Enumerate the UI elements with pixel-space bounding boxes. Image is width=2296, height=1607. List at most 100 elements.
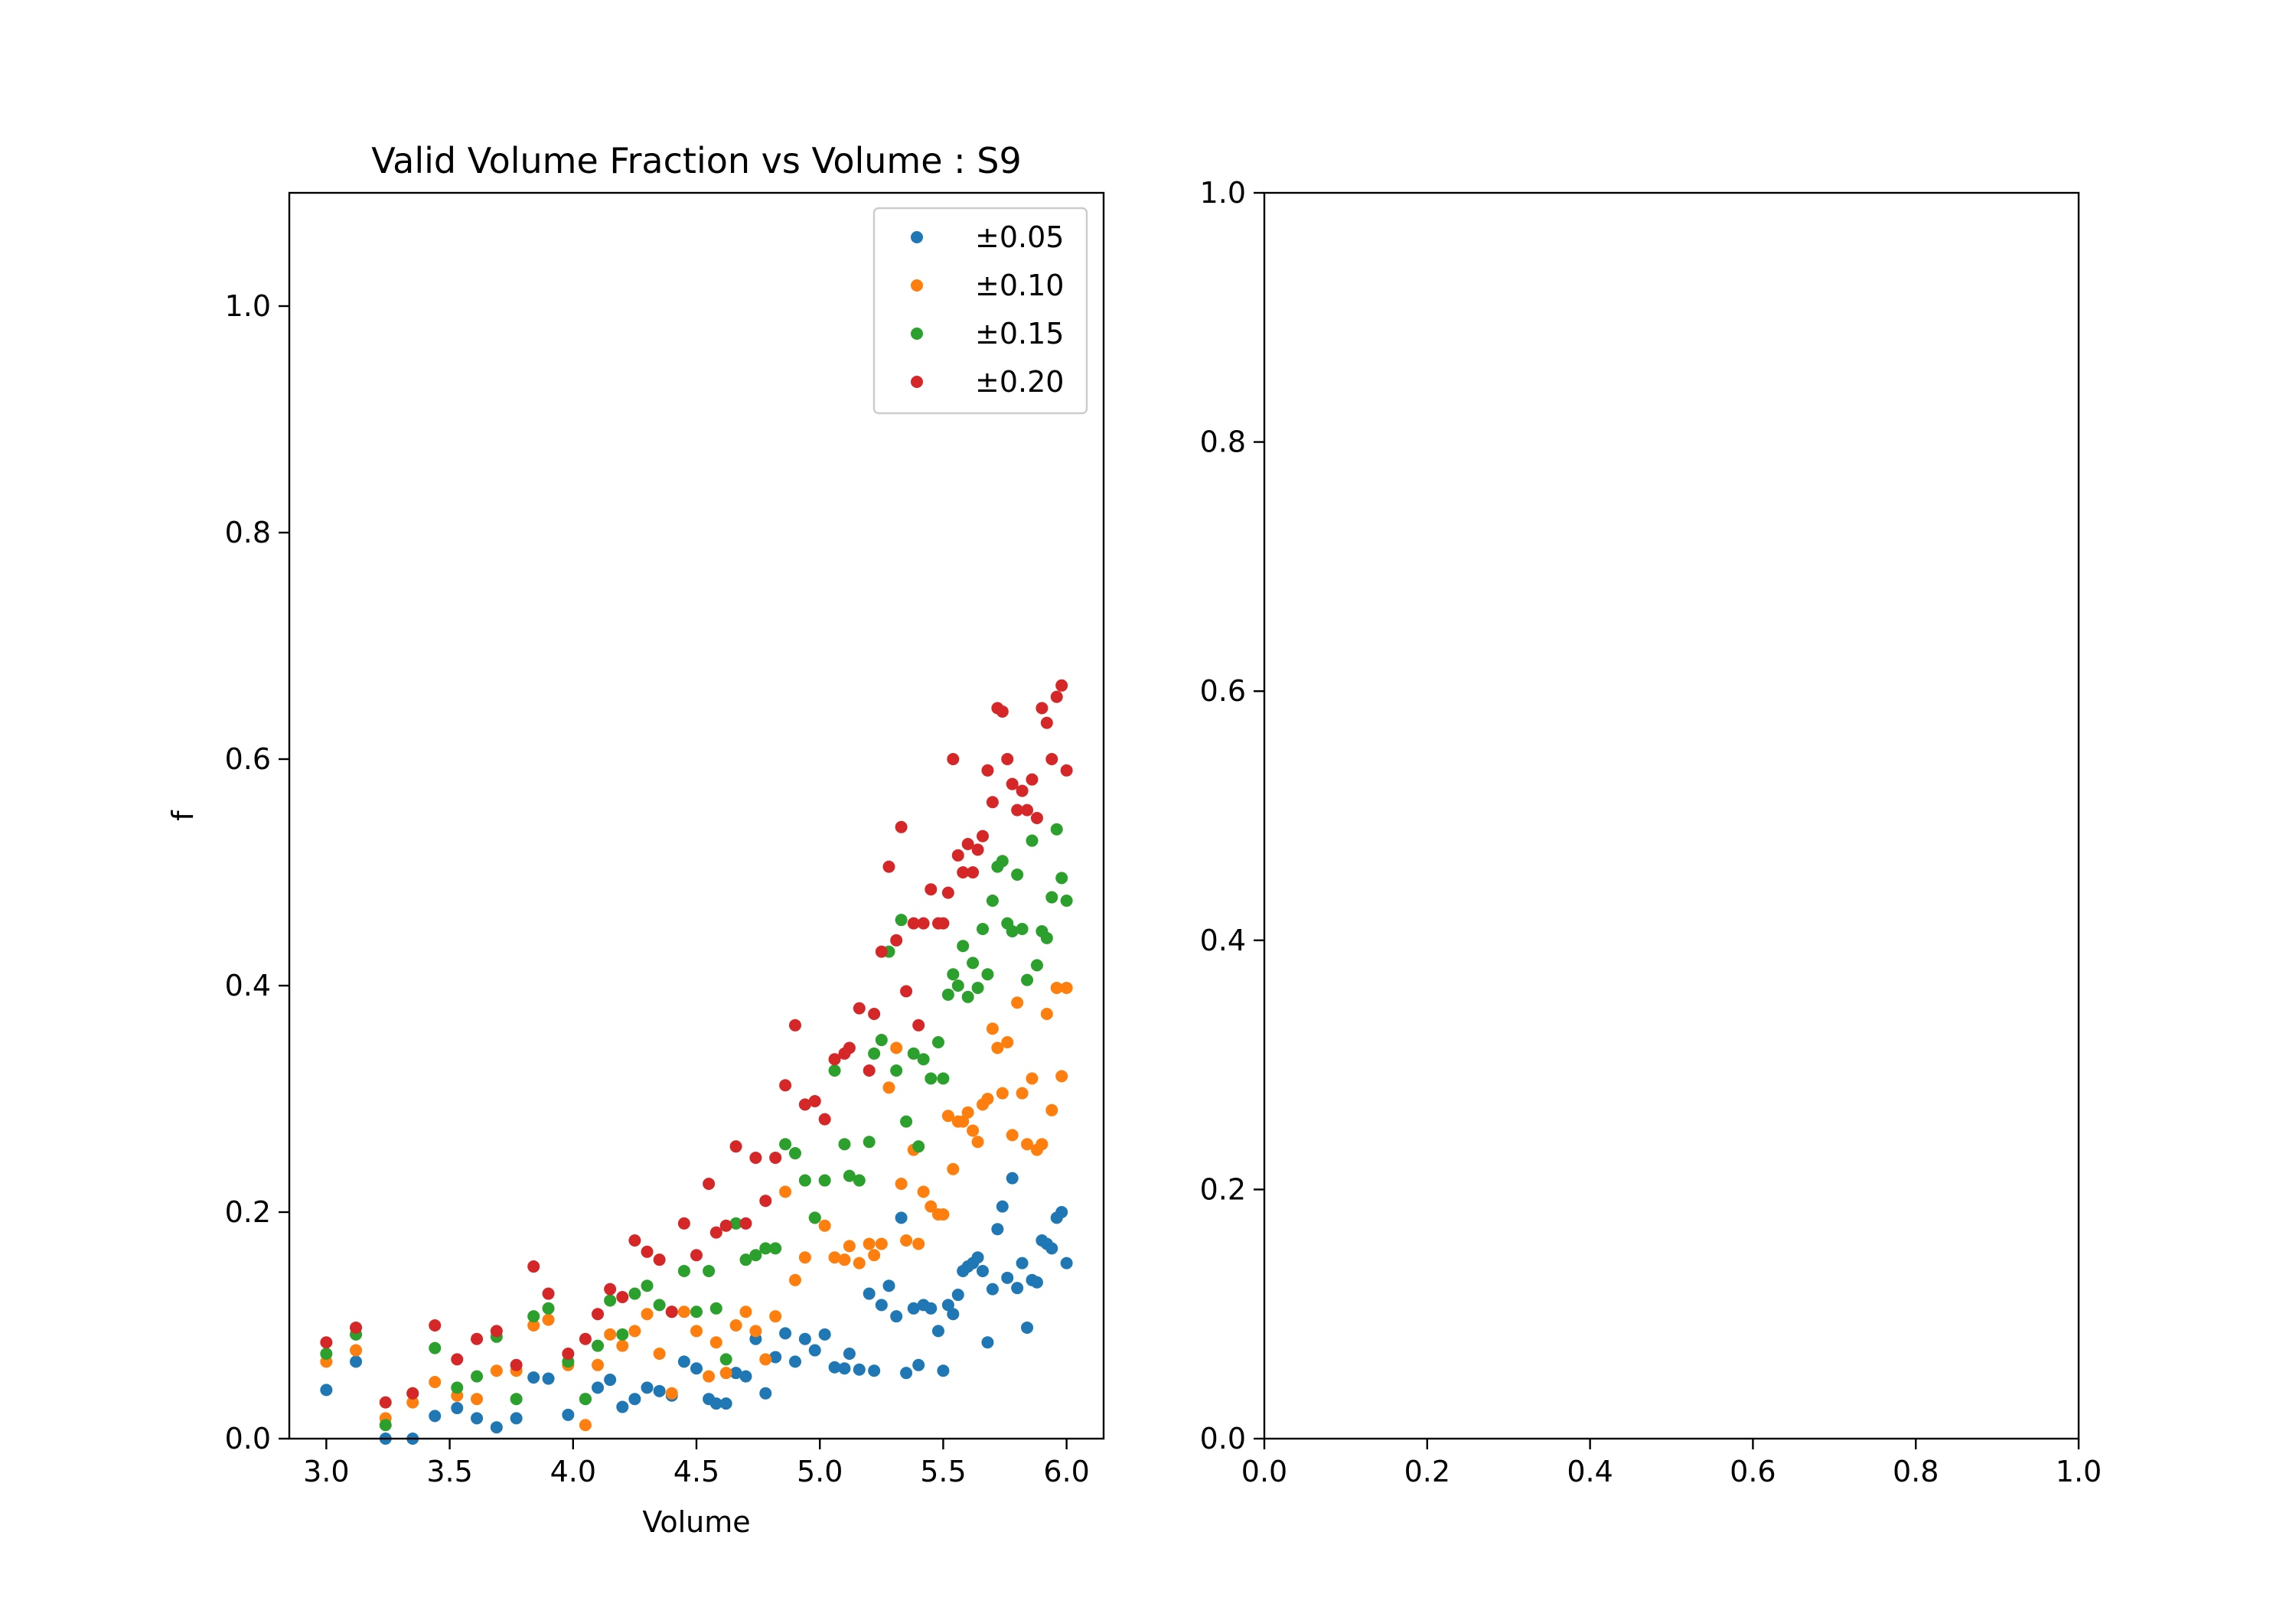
data-point	[917, 1053, 930, 1066]
x-axis-ticks-right: 0.0 0.2 0.4 0.6 0.8 1.0	[1241, 1439, 2102, 1488]
data-point	[1021, 1138, 1034, 1151]
series-1-points	[320, 1172, 1073, 1445]
data-point	[977, 1264, 990, 1277]
data-point	[1026, 834, 1039, 847]
data-point	[429, 1319, 442, 1332]
data-point	[1001, 1271, 1014, 1284]
data-point	[925, 1072, 938, 1085]
legend-label: ±0.20	[975, 365, 1064, 399]
data-point	[562, 1408, 575, 1421]
data-point	[769, 1310, 782, 1323]
data-point	[677, 1264, 690, 1277]
data-point	[1055, 679, 1068, 692]
data-point	[1021, 1321, 1034, 1334]
data-point	[739, 1305, 752, 1319]
data-point	[828, 1361, 841, 1374]
data-point	[937, 1208, 950, 1221]
data-point	[604, 1328, 617, 1341]
y-tick-label-left: 0.6	[225, 742, 271, 776]
data-point	[808, 1094, 821, 1107]
data-point	[641, 1245, 654, 1258]
data-point	[749, 1151, 762, 1164]
empty-axes-right: 0.0 0.2 0.4 0.6 0.8 1.0 0.0 0.2 0.4 0.6 0.8 1.0	[1200, 176, 2102, 1488]
data-point	[1011, 1282, 1024, 1295]
data-point	[947, 1162, 960, 1175]
data-point	[471, 1370, 484, 1383]
data-point	[406, 1387, 419, 1400]
data-point	[429, 1376, 442, 1388]
data-point	[1026, 1072, 1039, 1085]
data-point	[917, 1185, 930, 1198]
scatter-points	[320, 679, 1073, 1445]
data-point	[981, 1336, 994, 1349]
y-axis-ticks-left: 0.0 0.2 0.4 0.6 0.8 1.0	[225, 289, 289, 1455]
x-tick-label-left: 4.0	[550, 1455, 596, 1488]
y-axis-ticks-right: 0.0 0.2 0.4 0.6 0.8 1.0	[1200, 176, 1264, 1455]
scatter-plot-left: Valid Volume Fraction vs Volume : S9 3.0…	[166, 140, 1105, 1539]
x-tick-label-left: 5.0	[797, 1455, 843, 1488]
data-point	[429, 1341, 442, 1354]
data-point	[907, 1047, 920, 1060]
data-point	[798, 1332, 811, 1345]
data-point	[788, 1355, 801, 1368]
data-point	[996, 1087, 1009, 1100]
data-point	[1045, 891, 1058, 904]
data-point	[941, 886, 954, 899]
data-point	[739, 1370, 752, 1383]
data-point	[1045, 1103, 1058, 1116]
y-tick-label-right: 1.0	[1200, 176, 1246, 210]
series-4-points	[320, 679, 1073, 1409]
data-point	[719, 1367, 732, 1380]
data-point	[709, 1302, 722, 1315]
data-point	[843, 1041, 856, 1054]
data-point	[788, 1019, 801, 1032]
data-point	[818, 1219, 831, 1232]
data-point	[986, 796, 999, 809]
data-point	[1001, 753, 1014, 765]
data-point	[961, 1106, 974, 1119]
data-point	[690, 1325, 703, 1338]
data-point	[890, 1041, 903, 1054]
data-point	[759, 1353, 772, 1366]
data-point	[690, 1305, 703, 1319]
data-point	[971, 1251, 984, 1264]
data-point	[986, 895, 999, 907]
data-point	[853, 1174, 866, 1187]
data-point	[604, 1294, 617, 1307]
data-point	[406, 1396, 419, 1409]
data-point	[981, 968, 994, 981]
data-point	[490, 1421, 503, 1434]
data-point	[947, 968, 960, 981]
data-point	[971, 843, 984, 856]
data-point	[1026, 773, 1039, 786]
data-point	[863, 1287, 876, 1300]
data-point	[749, 1249, 762, 1262]
data-point	[1055, 872, 1068, 885]
data-point	[947, 753, 960, 765]
data-point	[759, 1195, 772, 1208]
data-point	[542, 1372, 555, 1385]
data-point	[759, 1242, 772, 1255]
data-point	[729, 1319, 742, 1332]
data-point	[937, 917, 950, 930]
data-point	[875, 1299, 888, 1312]
data-point	[967, 957, 980, 970]
data-point	[779, 1327, 792, 1340]
data-point	[1060, 764, 1073, 777]
data-point	[1016, 1087, 1029, 1100]
data-point	[1045, 753, 1058, 765]
data-point	[451, 1381, 464, 1394]
data-point	[527, 1319, 540, 1332]
data-point	[818, 1328, 831, 1341]
data-point	[542, 1287, 555, 1300]
data-point	[868, 1047, 881, 1060]
x-tick-label-left: 6.0	[1043, 1455, 1089, 1488]
data-point	[769, 1351, 782, 1364]
data-point	[510, 1412, 523, 1425]
y-tick-label-left: 0.8	[225, 516, 271, 549]
data-point	[616, 1400, 629, 1413]
data-point	[900, 985, 913, 998]
data-point	[769, 1242, 782, 1255]
data-point	[665, 1305, 678, 1319]
data-point	[890, 1310, 903, 1323]
